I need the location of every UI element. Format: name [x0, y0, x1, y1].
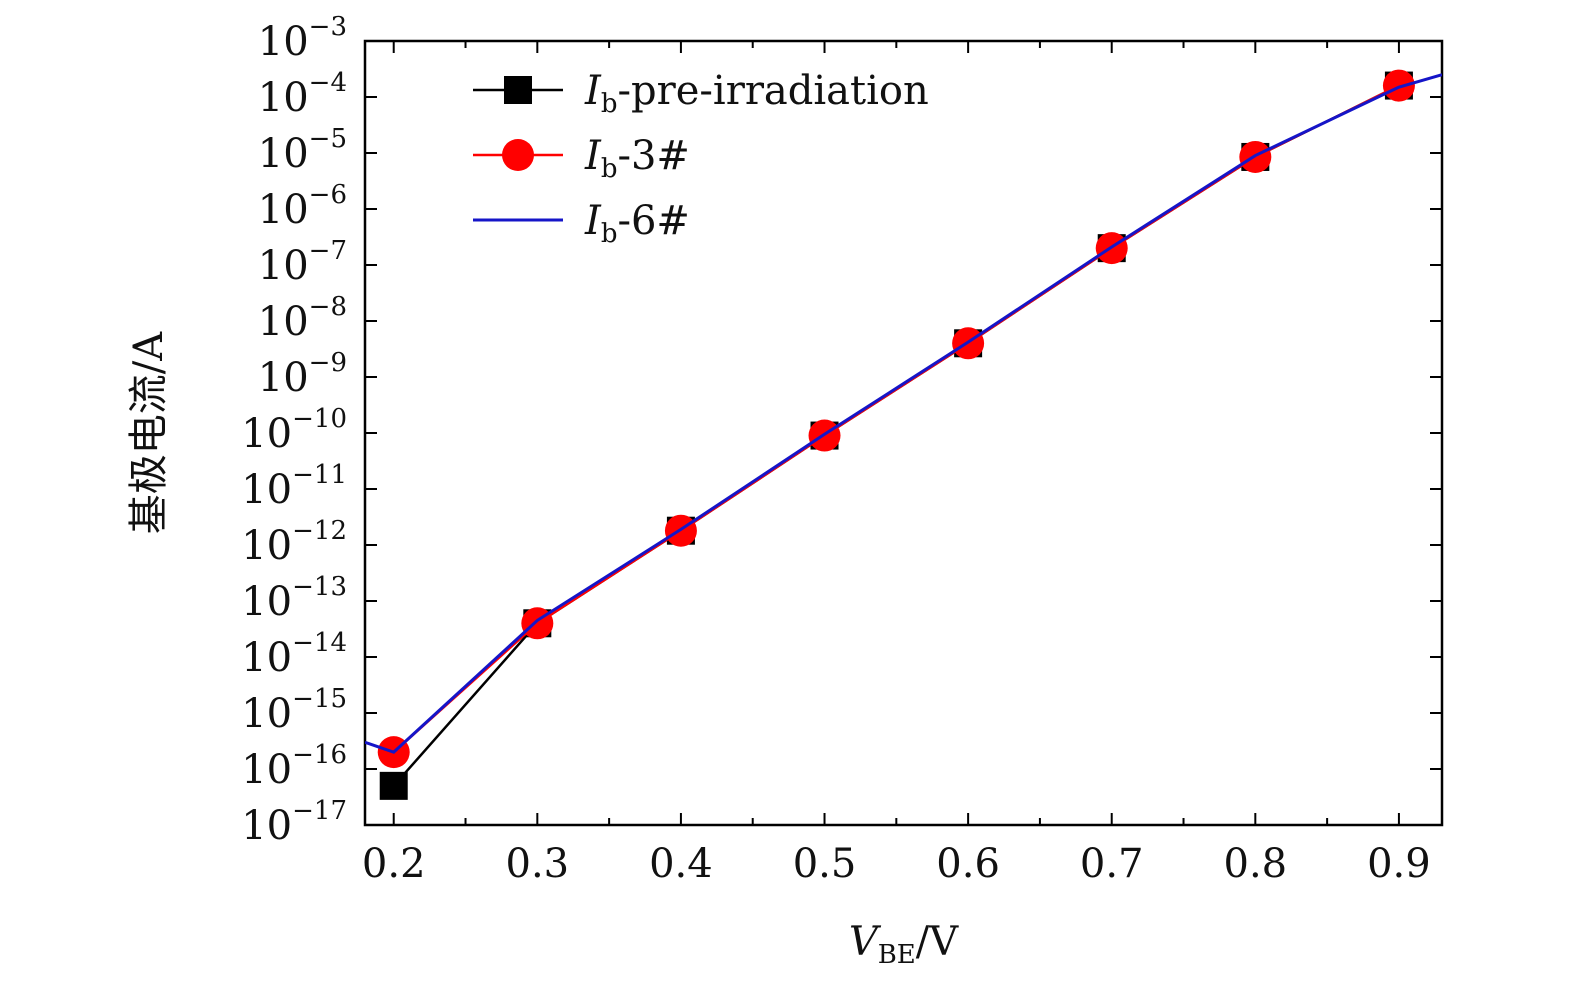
y-tick-label: 10−3: [258, 12, 347, 65]
series-layer: [365, 69, 1442, 800]
x-tick-label: 0.6: [936, 841, 1000, 887]
x-tick-label: 0.4: [649, 841, 713, 887]
series-line: [392, 84, 1400, 787]
legend: Ib-pre-irradiation Ib-3# Ib-6#: [473, 68, 929, 249]
y-tick-label: 10−9: [258, 348, 347, 401]
y-tick-label: 10−7: [258, 236, 347, 289]
y-tick-label: 10−5: [258, 124, 347, 177]
data-point-circle: [1382, 69, 1415, 102]
x-tick-label: 0.3: [506, 841, 570, 887]
legend-marker-square: [504, 76, 532, 104]
data-point-square: [379, 771, 408, 800]
x-tick-label: 0.2: [362, 841, 426, 887]
legend-label: Ib-pre-irradiation: [584, 68, 929, 119]
x-axis-title: VBE/V: [849, 919, 959, 970]
series-0: [379, 71, 1413, 800]
y-tick-label: 10−14: [241, 628, 347, 681]
y-tick-label: 10−6: [258, 180, 347, 233]
y-tick-label: 10−16: [241, 740, 347, 793]
y-tick-label: 10−15: [241, 684, 347, 737]
x-tick-label: 0.5: [793, 841, 857, 887]
y-tick-label: 10−12: [241, 516, 347, 569]
x-tick-label: 0.9: [1367, 841, 1431, 887]
y-tick-label: 10−11: [241, 460, 347, 513]
y-tick-label: 10−17: [241, 796, 347, 849]
legend-label: Ib-3#: [584, 133, 690, 184]
series-2: [365, 73, 1442, 754]
y-axis-title: 基极电流/A: [126, 331, 172, 534]
y-tick-label: 10−8: [258, 292, 347, 345]
series-line: [392, 84, 1400, 754]
x-tick-label: 0.7: [1080, 841, 1144, 887]
series-line: [365, 73, 1442, 754]
series-1: [377, 69, 1415, 769]
legend-label: Ib-6#: [584, 198, 690, 249]
y-tick-label: 10−13: [241, 572, 347, 625]
y-tick-label: 10−10: [241, 404, 347, 457]
x-tick-label: 0.8: [1224, 841, 1288, 887]
axes: 0.2 0.3 0.4 0.5 0.6 0.7 0.8 0.9 10−310−410−510−6…: [126, 12, 1444, 970]
legend-marker-circle: [502, 139, 534, 171]
y-tick-label: 10−4: [258, 68, 347, 121]
